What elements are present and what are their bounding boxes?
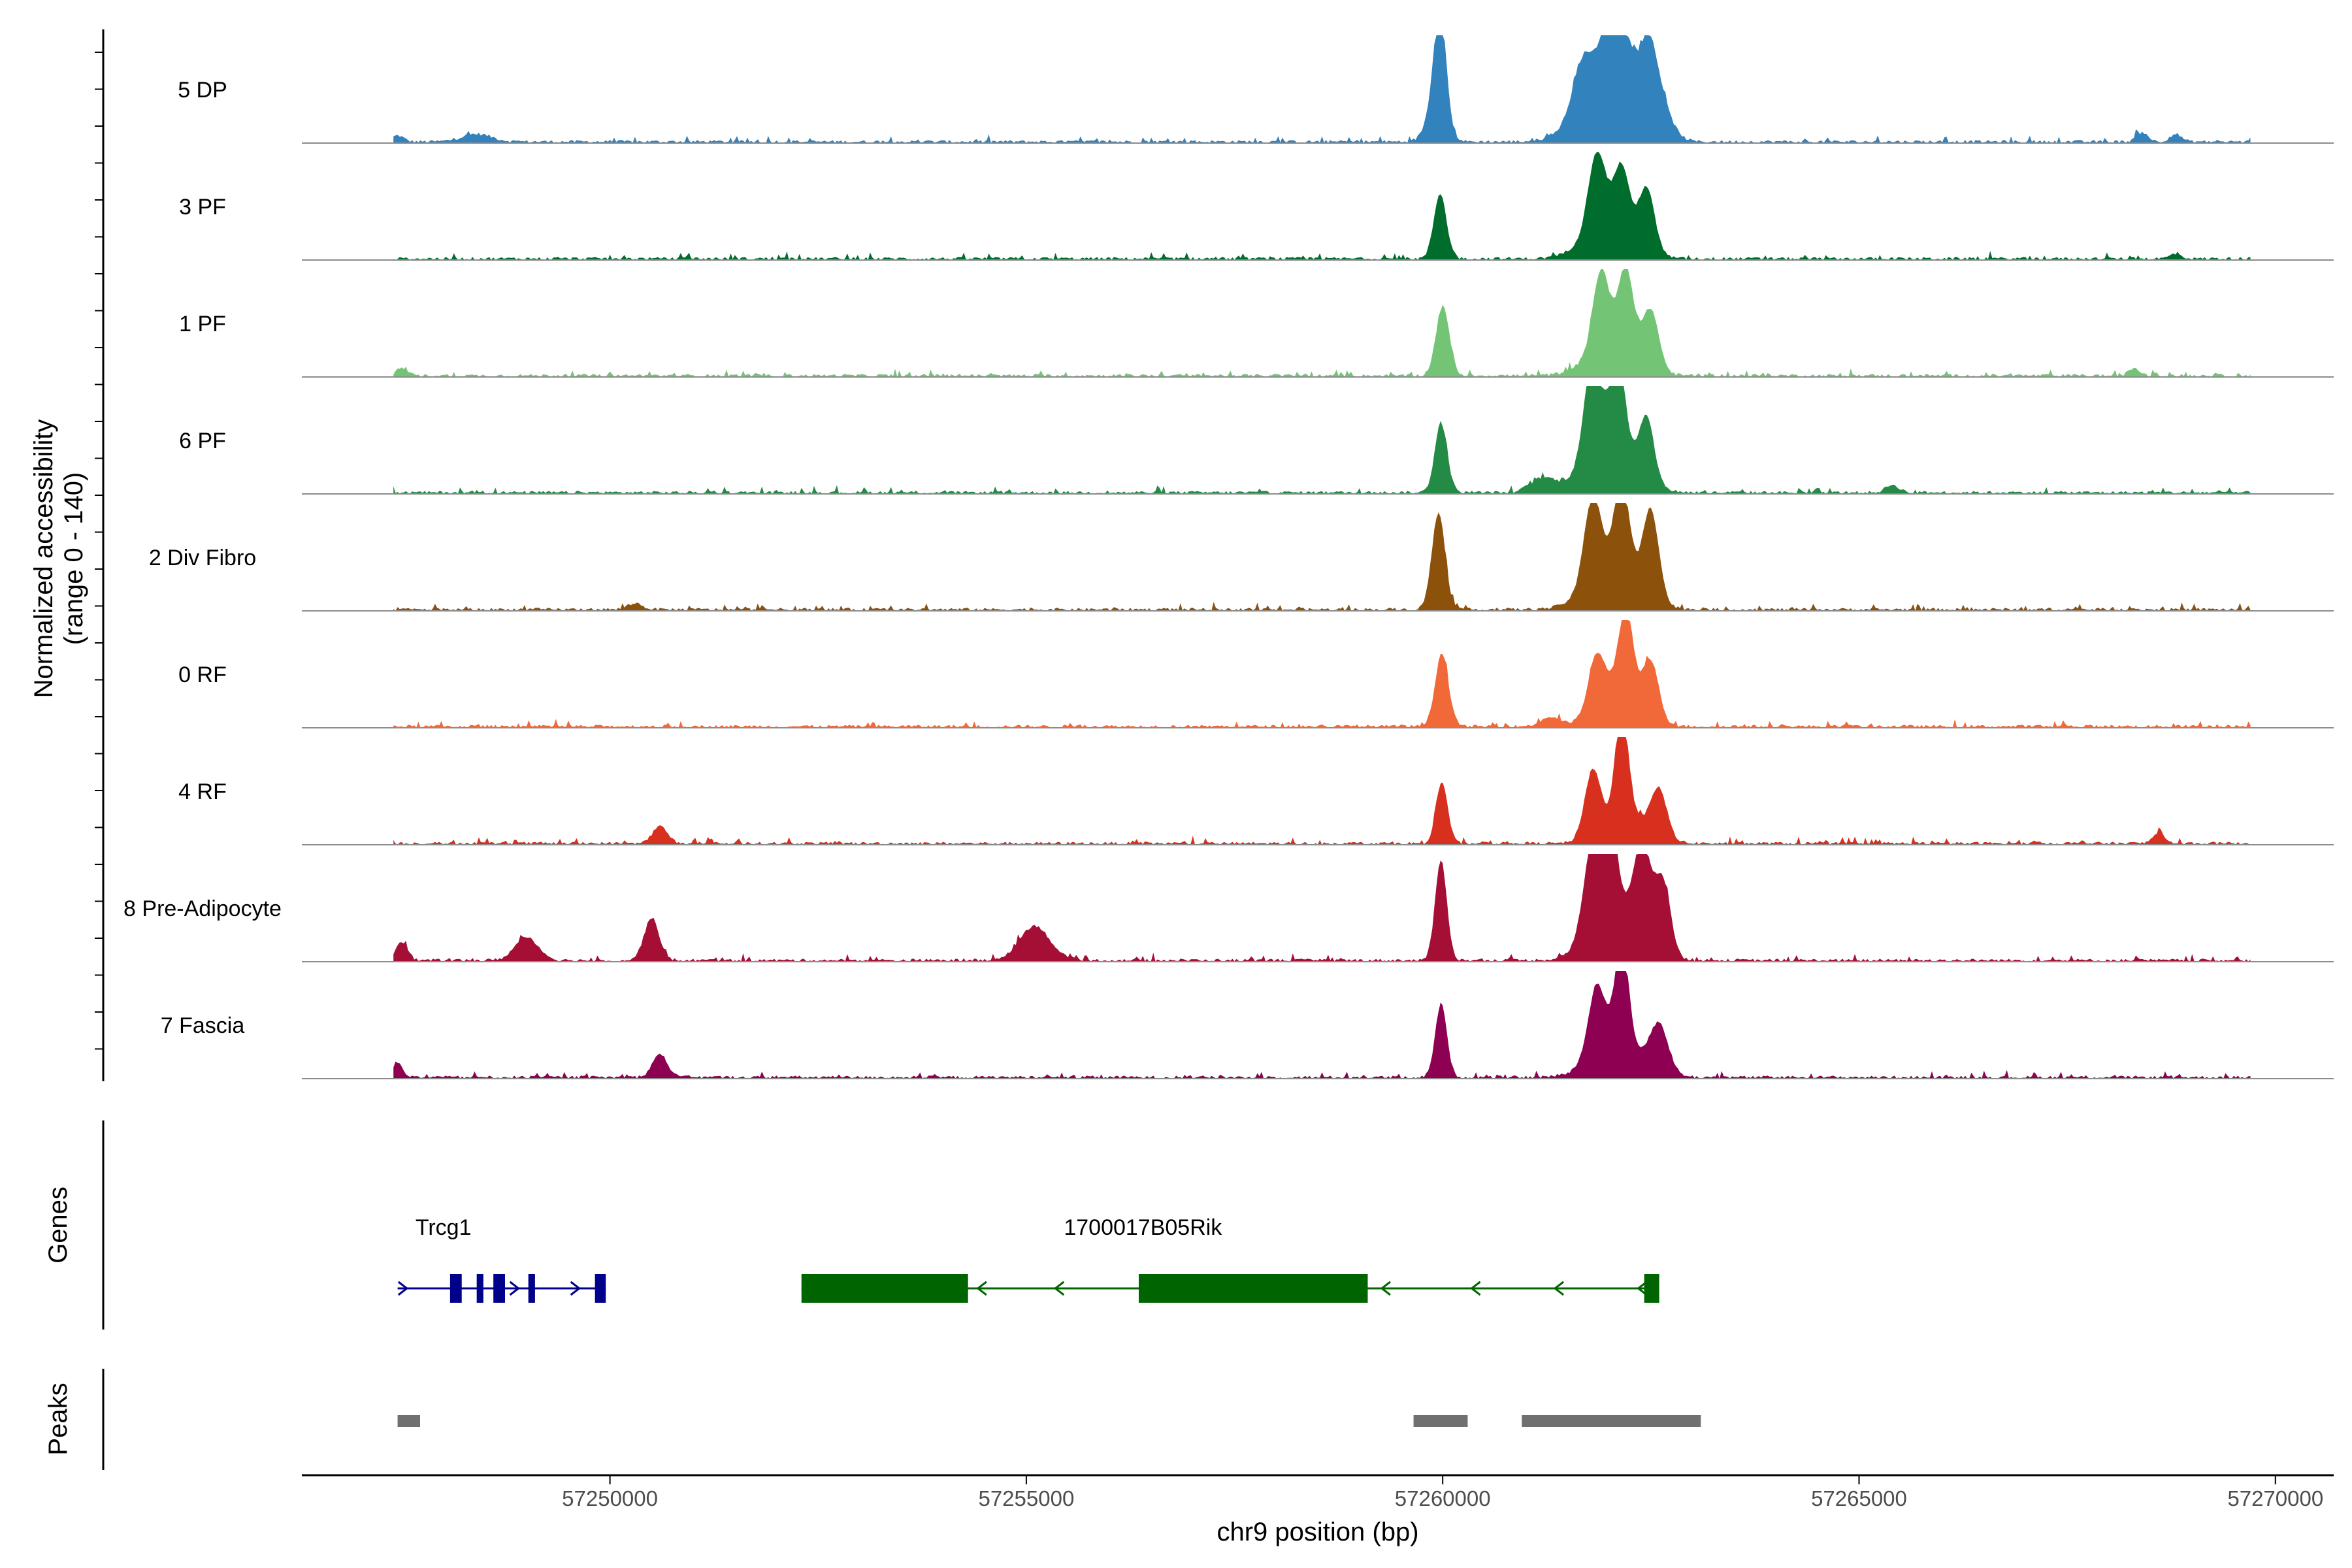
- strand-arrow: [1470, 1281, 1481, 1296]
- gene-annotation-panel: Trcg1 1700017B05Rik: [397, 1215, 1659, 1303]
- track-label: 2 Div Fibro: [149, 546, 256, 570]
- coverage-tracks: 5 DP 3 PF 1 PF 6 PF 2 Div Fibro 0 RF 4 RF 8 Pre…: [123, 35, 2334, 1079]
- track-8-pre-adipocyte: 8 Pre-Adipocyte: [123, 854, 2334, 962]
- x-axis-tick-label: 57265000: [1811, 1486, 1907, 1511]
- axes: 57250000 57255000 57260000 57265000 57270000: [95, 29, 2334, 1511]
- x-axis-tick-label: 57270000: [2227, 1486, 2323, 1511]
- track-label: 1 PF: [179, 312, 226, 336]
- x-axis-tick-label: 57260000: [1395, 1486, 1491, 1511]
- strand-arrow: [1637, 1281, 1648, 1296]
- track-label: 4 RF: [178, 779, 227, 804]
- strand-arrow: [397, 1281, 409, 1296]
- track-0-rf: 0 RF: [178, 620, 2334, 728]
- gene-1700017b05rik: 1700017B05Rik: [801, 1215, 1659, 1303]
- gene-exon: [801, 1274, 968, 1303]
- peaks-panel-label: Peaks: [44, 1382, 73, 1455]
- strand-arrow: [1380, 1281, 1391, 1296]
- y-axis-label-line1: Normalized accessibility: [29, 419, 58, 698]
- track-label: 5 DP: [178, 78, 227, 103]
- gene-exon: [1644, 1274, 1659, 1303]
- y-axis-label-line2: (range 0 - 140): [59, 472, 88, 645]
- genes-panel-label: Genes: [44, 1186, 73, 1264]
- track-3-pf: 3 PF: [179, 152, 2334, 261]
- strand-arrow: [1053, 1281, 1065, 1296]
- gene-label: Trcg1: [416, 1215, 472, 1240]
- gene-exon: [476, 1274, 483, 1303]
- x-axis-tick-label: 57250000: [562, 1486, 658, 1511]
- peak-interval: [1522, 1415, 1701, 1427]
- peaks-panel: [397, 1415, 1701, 1427]
- strand-arrow: [509, 1281, 521, 1296]
- gene-exon: [493, 1274, 505, 1303]
- track-5-dp: 5 DP: [178, 35, 2334, 144]
- gene-label: 1700017B05Rik: [1064, 1215, 1222, 1240]
- strand-arrow: [976, 1281, 987, 1296]
- peak-interval: [1413, 1415, 1468, 1427]
- gene-trcg1: Trcg1: [397, 1215, 606, 1303]
- gene-exon: [449, 1274, 462, 1303]
- gene-exon: [595, 1274, 606, 1303]
- track-1-pf: 1 PF: [179, 269, 2334, 378]
- x-axis-tick-label: 57255000: [978, 1486, 1074, 1511]
- strand-arrow: [1553, 1281, 1564, 1296]
- x-axis-label: chr9 position (bp): [1217, 1518, 1418, 1546]
- track-label: 6 PF: [179, 429, 226, 453]
- track-label: 0 RF: [178, 662, 227, 687]
- track-2-div-fibro: 2 Div Fibro: [149, 503, 2334, 612]
- track-7-fascia: 7 Fascia: [161, 971, 2334, 1079]
- track-label: 8 Pre-Adipocyte: [123, 896, 282, 921]
- gene-exon: [1138, 1274, 1368, 1303]
- strand-arrow: [570, 1281, 581, 1296]
- track-4-rf: 4 RF: [178, 737, 2334, 845]
- track-label: 3 PF: [179, 195, 226, 220]
- gene-exon: [528, 1274, 535, 1303]
- peak-interval: [397, 1415, 420, 1427]
- track-6-pf: 6 PF: [179, 386, 2334, 495]
- track-label: 7 Fascia: [161, 1013, 245, 1038]
